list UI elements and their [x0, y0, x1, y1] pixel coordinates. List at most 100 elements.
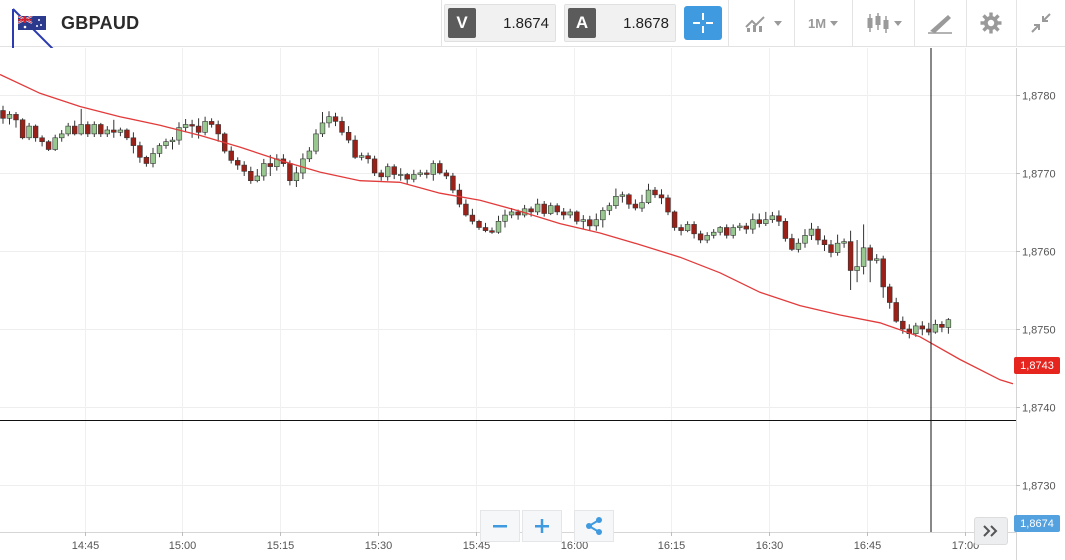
candle-body	[241, 164, 247, 172]
candle-up	[717, 226, 723, 236]
timeframe-selector[interactable]: 1M	[800, 6, 846, 40]
candle-up	[945, 318, 952, 334]
time-tick-label: 17:00	[952, 540, 980, 552]
crosshair-button[interactable]	[684, 6, 722, 40]
candle-down	[782, 218, 789, 242]
candle-body	[567, 211, 573, 216]
candle-body	[248, 171, 254, 182]
candle-down	[821, 235, 828, 251]
candle-down	[352, 135, 358, 159]
crosshair-icon	[693, 13, 713, 33]
candle-body	[945, 319, 952, 328]
moving-average-line	[0, 73, 1014, 385]
zoom-in-button[interactable]	[522, 510, 562, 542]
sell-price: 1.8674	[503, 15, 549, 32]
candle-body	[443, 172, 450, 177]
candle-down	[574, 210, 580, 225]
candle-down	[815, 226, 821, 245]
chart-canvas[interactable]: 1,8780 1,8770 1,8760 1,8750 1,8740 1,8730 14:…	[0, 48, 1065, 560]
candle-down	[137, 141, 143, 163]
candle-down	[671, 210, 678, 231]
settings-button[interactable]	[972, 6, 1010, 40]
candle-up	[547, 202, 554, 216]
candle-down	[365, 152, 371, 164]
candle-down	[339, 116, 345, 136]
candle-body	[600, 210, 606, 221]
candle-down	[626, 193, 632, 209]
candle-body	[678, 227, 684, 231]
price-tick-label: 1,8770	[1022, 169, 1056, 181]
candle-up	[397, 168, 404, 181]
candle-body	[313, 133, 319, 152]
candle-body	[854, 266, 860, 271]
candle-down	[939, 321, 945, 333]
timeframe-label: 1M	[807, 15, 827, 31]
zoom-out-button[interactable]	[480, 510, 520, 542]
price-chart[interactable]: 1,8780 1,8770 1,8760 1,8750 1,8740 1,8730 14:…	[0, 48, 1065, 560]
candle-down	[111, 119, 117, 138]
candle-body	[913, 325, 919, 334]
candle-body	[267, 163, 273, 167]
candles	[0, 105, 952, 339]
candle-body	[195, 125, 202, 133]
candle-down	[776, 210, 782, 226]
chart-type-button[interactable]	[738, 6, 788, 40]
candle-body	[13, 114, 19, 121]
current-price-tag: 1,8674	[1014, 515, 1060, 532]
sell-quote-button[interactable]: V 1.8674	[444, 4, 556, 42]
candle-down	[241, 161, 247, 176]
candle-up	[808, 222, 815, 240]
candle-body	[547, 205, 554, 214]
sell-letter: V	[448, 8, 476, 38]
candle-up	[495, 215, 502, 234]
candle-body	[91, 124, 98, 135]
candle-body	[873, 258, 880, 261]
candle-down	[587, 215, 593, 231]
candle-down	[560, 208, 567, 220]
candle-body	[606, 205, 613, 211]
candle-style-button[interactable]	[860, 6, 908, 40]
buy-price: 1.8678	[623, 15, 669, 32]
candle-body	[697, 233, 704, 241]
candle-body	[665, 197, 671, 213]
drawing-tools-button[interactable]	[920, 6, 960, 40]
buy-quote-button[interactable]: A 1.8678	[564, 4, 676, 42]
time-tick-label: 16:15	[658, 540, 686, 552]
candle-down	[208, 118, 215, 128]
candle-body	[684, 224, 691, 231]
candle-up	[6, 111, 13, 125]
candle-up	[613, 188, 619, 209]
candle-body	[554, 205, 560, 213]
candle-body	[287, 163, 293, 182]
candle-up	[704, 232, 710, 244]
candle-down	[658, 189, 665, 205]
candle-up	[730, 224, 736, 239]
candlestick-icon	[867, 13, 889, 33]
candle-body	[671, 211, 678, 228]
share-button[interactable]	[574, 510, 614, 542]
candle-body	[391, 166, 397, 175]
candle-down	[130, 132, 137, 154]
candle-up	[873, 254, 880, 264]
candle-body	[502, 214, 508, 222]
candle-up	[26, 122, 32, 141]
candle-down	[404, 172, 410, 184]
candle-up	[606, 202, 613, 216]
price-tick-label: 1,8740	[1022, 403, 1056, 415]
candle-body	[417, 172, 423, 175]
candle-body	[332, 116, 339, 122]
candle-body	[404, 174, 410, 180]
collapse-button[interactable]	[1022, 6, 1060, 40]
candle-up	[737, 222, 743, 231]
price-axis: 1,8780 1,8770 1,8760 1,8750 1,8740 1,8730	[1016, 91, 1056, 493]
candle-body	[587, 219, 593, 227]
candle-body	[235, 160, 241, 166]
candle-body	[528, 208, 534, 213]
candle-down	[919, 321, 926, 336]
candle-body	[463, 203, 469, 216]
candle-up	[600, 207, 606, 228]
candle-up	[932, 319, 939, 334]
candle-down	[72, 120, 78, 136]
scroll-to-latest-button[interactable]	[974, 517, 1008, 545]
separator	[914, 0, 915, 47]
